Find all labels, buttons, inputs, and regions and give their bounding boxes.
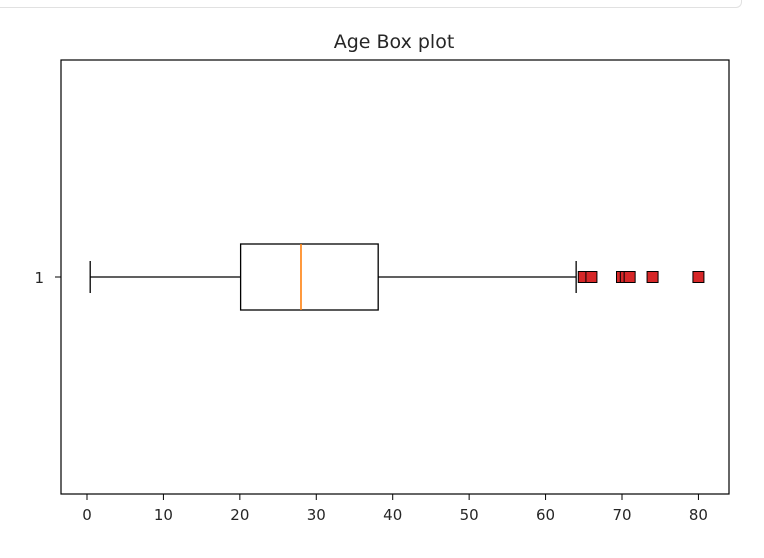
x-tick-label-10: 10	[154, 506, 173, 524]
box-iqr	[239, 243, 379, 311]
outlier-point-1	[585, 271, 598, 283]
outlier-point-6	[692, 271, 705, 283]
x-tick-label-40: 40	[383, 506, 402, 524]
chart-title: Age Box plot	[334, 31, 455, 53]
x-tick-label-70: 70	[612, 506, 631, 524]
x-tick-label-80: 80	[689, 506, 708, 524]
x-tick-label-0: 0	[82, 506, 92, 524]
x-tick-label-50: 50	[460, 506, 479, 524]
y-tick-label-1: 1	[34, 269, 44, 287]
outlier-point-4	[623, 271, 636, 283]
outlier-point-5	[646, 271, 659, 283]
x-tick-label-30: 30	[307, 506, 326, 524]
plot-area: 0 10 20 30 40 50 60 70 80 1	[34, 59, 730, 524]
x-tick-label-60: 60	[536, 506, 555, 524]
window-edge	[0, 0, 742, 8]
x-tick-label-20: 20	[230, 506, 249, 524]
